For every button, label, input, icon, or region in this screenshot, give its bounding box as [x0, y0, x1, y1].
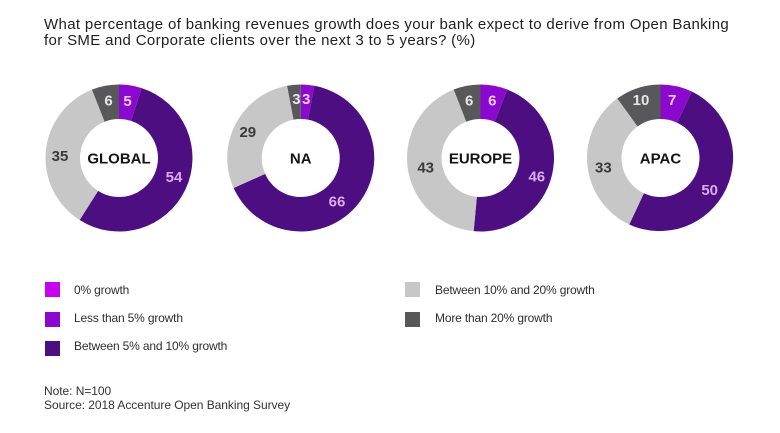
svg-text:29: 29	[239, 124, 256, 141]
svg-text:54: 54	[166, 169, 183, 186]
svg-text:6: 6	[465, 93, 473, 110]
svg-text:50: 50	[701, 182, 718, 199]
svg-text:EUROPE: EUROPE	[449, 151, 512, 168]
svg-text:7: 7	[668, 92, 676, 109]
svg-text:43: 43	[417, 160, 434, 177]
svg-text:10: 10	[633, 92, 650, 109]
svg-text:5: 5	[123, 93, 131, 110]
svg-text:46: 46	[528, 169, 545, 186]
svg-text:35: 35	[52, 148, 69, 165]
svg-text:NA: NA	[290, 151, 312, 168]
svg-text:3: 3	[302, 91, 310, 108]
svg-text:6: 6	[488, 93, 496, 110]
svg-text:3: 3	[292, 91, 300, 108]
svg-text:GLOBAL: GLOBAL	[87, 151, 150, 168]
svg-text:APAC: APAC	[640, 151, 682, 168]
svg-text:66: 66	[329, 194, 346, 211]
svg-text:33: 33	[595, 160, 612, 177]
svg-text:6: 6	[104, 93, 112, 110]
